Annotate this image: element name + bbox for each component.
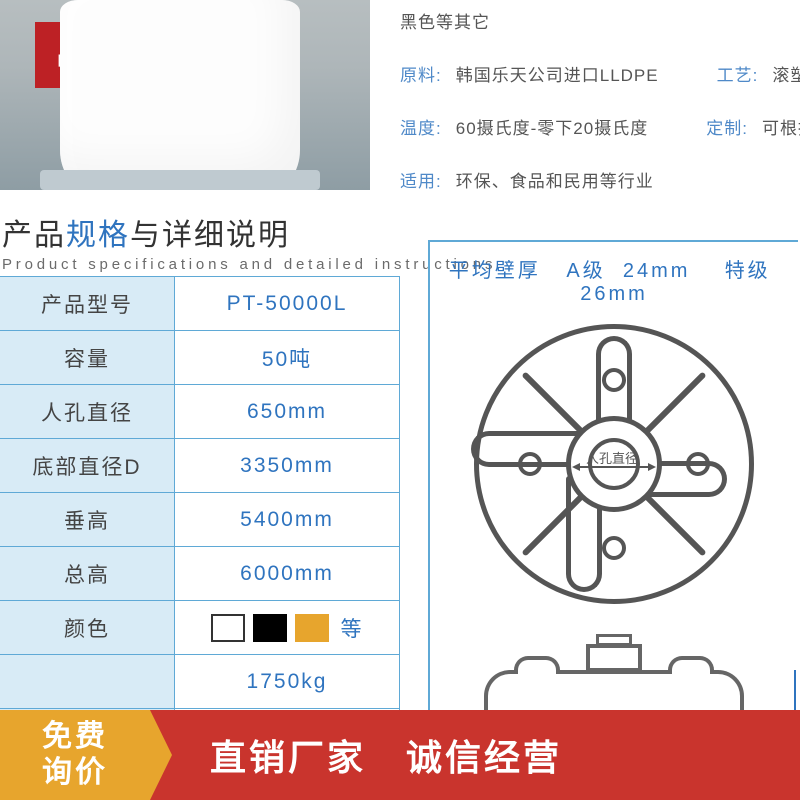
spec-value: 650mm [175,385,400,438]
title-seg: A级 [566,260,605,282]
spec-table: 产品型号PT-50000L容量50吨人孔直径650mm底部直径D3350mm垂高… [0,276,400,763]
section-heading-cn: 产品规格与详细说明 [2,210,496,254]
spec-row: 容量50吨 [0,331,400,385]
spec-key: 颜色 [0,601,175,654]
promo-badge[interactable]: 免费 询价 [0,710,150,800]
color-swatch [211,614,245,642]
title-seg: 24mm [623,260,691,282]
spec-key: 人孔直径 [0,385,175,438]
tank-lid [586,644,642,672]
spec-key: 产品型号 [0,277,175,330]
promo-seg: 诚信经营 [406,729,562,781]
tank-bump [514,656,560,674]
attr-value: 韩国乐天公司进口LLDPE [456,61,659,86]
section-heading-en: Product specifications and detailed inst… [2,256,496,273]
promo-text: 直销厂家 诚信经营 [150,729,800,781]
swatch-label: 等 [341,613,364,643]
attr-row: 适用: 环保、食品和民用等行业 [400,167,800,192]
spec-value: 3350mm [175,439,400,492]
spec-key [0,655,175,708]
attr-value: 黑色等其它 [400,8,490,33]
top-view-diagram: 人孔直径 [474,324,754,604]
attr-key: 工艺: [717,61,759,86]
promo-line: 询价 [42,756,108,789]
heading-part: 产品 [2,219,66,252]
attr-row: 原料: 韩国乐天公司进口LLDPE 工艺: 滚塑一次成型，无缝无焊 [400,61,800,86]
promo-seg: 直销厂家 [210,729,366,781]
section-heading: 产品规格与详细说明 Product specifications and det… [2,210,496,273]
lug-hole [602,368,626,392]
heading-part: 与详细说明 [130,219,290,252]
spec-row: 颜色 等 [0,601,400,655]
spec-key: 垂高 [0,493,175,546]
attr-row: 黑色等其它 [400,8,800,33]
spec-value: 50吨 [175,331,400,384]
attr-value: 滚塑一次成型，无缝无焊 [772,61,800,86]
promo-bar: 免费 询价 直销厂家 诚信经营 [0,710,800,800]
dimension-arrow [574,466,654,468]
attr-value: 可根据客户需求量身定制 [762,114,800,139]
color-swatches: 等 [211,613,364,643]
color-swatch [295,614,329,642]
spec-value: 5400mm [175,493,400,546]
spec-key: 底部直径D [0,439,175,492]
attr-key: 定制: [706,114,748,139]
spec-value: 6000mm [175,547,400,600]
dim-label-vertical: 垂 [776,670,800,692]
spec-row: 人孔直径650mm [0,385,400,439]
promo-badge-text: 免费 询价 [42,719,108,791]
diagram-panel: 平均壁厚 A级 24mm 特级 26mm 人孔直径 [428,240,798,780]
spec-value: 1750kg [175,655,400,708]
spec-row: 底部直径D3350mm [0,439,400,493]
attr-value: 60摄氏度-零下20摄氏度 [456,114,648,139]
spec-row: 总高6000mm [0,547,400,601]
tank-bump [668,656,714,674]
attr-key: 适用: [400,167,442,192]
attribute-list: 黑色等其它 原料: 韩国乐天公司进口LLDPE 工艺: 滚塑一次成型，无缝无焊 … [400,8,800,220]
lug-hole [686,452,710,476]
tank-cap [596,634,632,646]
attr-key: 原料: [400,61,442,86]
attr-value: 环保、食品和民用等行业 [456,167,654,192]
promo-line: 免费 [42,720,108,753]
manhole-label: 人孔直径 [586,448,638,467]
heading-highlight: 规格 [66,219,130,252]
spec-row: 1750kg [0,655,400,709]
spec-value: PT-50000L [175,277,400,330]
product-photo-tank [60,0,300,190]
spec-key: 总高 [0,547,175,600]
color-swatch [253,614,287,642]
lug-hole [602,536,626,560]
title-seg: 平均壁厚 [449,260,541,282]
spec-row: 产品型号PT-50000L [0,277,400,331]
attr-key: 温度: [400,114,442,139]
product-photo-base [40,170,320,190]
spec-key: 容量 [0,331,175,384]
spec-value: 等 [175,601,400,654]
diagram-title: 平均壁厚 A级 24mm 特级 26mm [430,254,798,306]
attr-row: 温度: 60摄氏度-零下20摄氏度 定制: 可根据客户需求量身定制 [400,114,800,139]
spec-row: 垂高5400mm [0,493,400,547]
title-seg: 26mm [580,283,648,305]
lug-hole [518,452,542,476]
title-seg: 特级 [725,260,771,282]
